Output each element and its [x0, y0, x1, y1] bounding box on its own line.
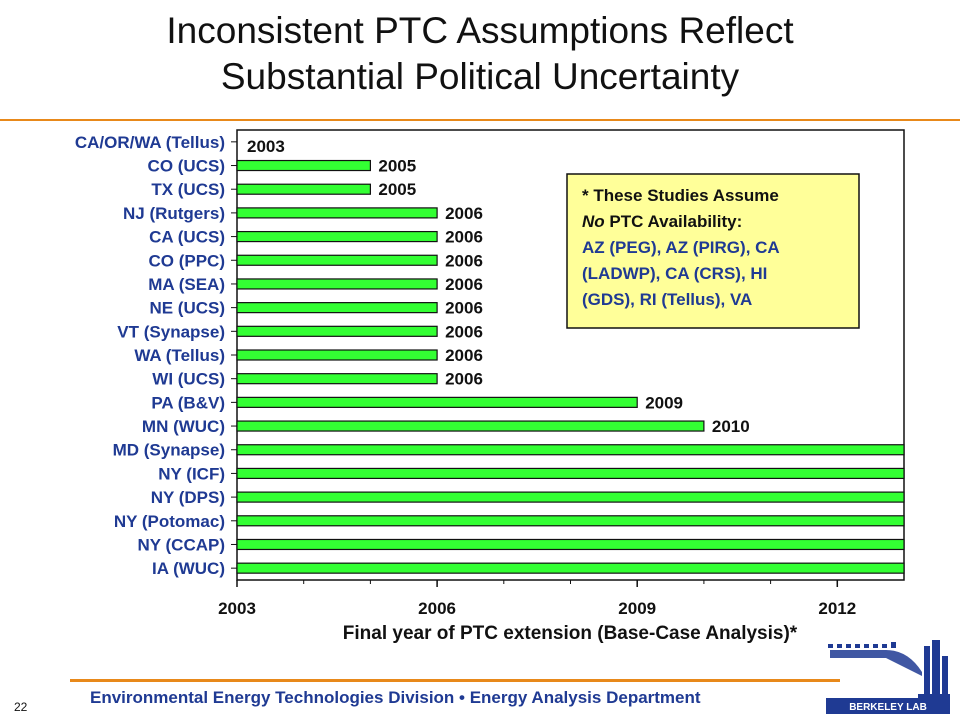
bar-12 [236, 420, 705, 432]
category-label-7: NE (UCS) [149, 299, 225, 318]
title-divider [0, 119, 960, 121]
svg-text:BERKELEY LAB: BERKELEY LAB [849, 702, 927, 713]
category-label-11: PA (B&V) [151, 393, 225, 412]
bar-11 [236, 396, 638, 408]
data-label-11: 2009 [645, 393, 683, 412]
data-label-1: 2005 [378, 157, 416, 176]
bar-18 [236, 562, 905, 574]
data-label-10: 2006 [445, 370, 483, 389]
data-label-0: 2003 [247, 137, 285, 156]
x-tick-label-3: 2012 [818, 599, 856, 618]
title-line-2: Substantial Political Uncertainty [220, 56, 740, 97]
bar-16 [236, 515, 905, 527]
page-number: 22 [14, 700, 28, 714]
bar-3 [236, 207, 438, 219]
bar-4 [236, 230, 438, 243]
category-label-4: CA (UCS) [149, 228, 225, 247]
bar-6 [236, 278, 438, 290]
data-label-7: 2006 [445, 299, 483, 318]
annotation-line-4: (GDS), RI (Tellus), VA [582, 290, 752, 309]
x-tick-label-2: 2009 [618, 599, 656, 618]
category-label-18: IA (WUC) [152, 559, 225, 578]
bar-15 [236, 491, 905, 503]
bar-chart: 2003 2006 2009 2012 CA/OR/WA (Tellus) 2003 CO … [75, 129, 905, 644]
category-label-0: CA/OR/WA (Tellus) [75, 133, 225, 152]
annotation-line-1: No PTC Availability: [582, 212, 742, 231]
footer-divider [70, 679, 840, 682]
bar-2 [236, 183, 371, 195]
annotation-line-3: (LADWP), CA (CRS), HI [582, 264, 767, 283]
category-label-10: WI (UCS) [152, 370, 225, 389]
bar-14 [236, 467, 905, 480]
data-label-6: 2006 [445, 275, 483, 294]
bar-13 [236, 444, 905, 456]
category-label-13: MD (Synapse) [113, 441, 225, 460]
category-label-9: WA (Tellus) [134, 346, 225, 365]
berkeley-lab-logo: BERKELEY LAB [826, 640, 950, 714]
x-tick-label-1: 2006 [418, 599, 456, 618]
bar-9 [236, 349, 438, 361]
slide-title: Inconsistent PTC Assumptions Reflect Sub… [0, 8, 960, 100]
annotation-line-0: * These Studies Assume [582, 186, 779, 205]
title-line-1: Inconsistent PTC Assumptions Reflect [166, 10, 794, 51]
bar-17 [236, 538, 905, 551]
category-label-6: MA (SEA) [148, 275, 225, 294]
bar-7 [236, 302, 438, 314]
category-label-8: VT (Synapse) [117, 322, 225, 341]
category-label-1: CO (UCS) [148, 157, 225, 176]
x-tick-label-0: 2003 [218, 599, 256, 618]
data-label-9: 2006 [445, 346, 483, 365]
footer-text: Environmental Energy Technologies Divisi… [90, 688, 701, 707]
data-label-4: 2006 [445, 228, 483, 247]
data-label-3: 2006 [445, 204, 483, 223]
annotation-box [566, 173, 860, 329]
data-label-8: 2006 [445, 322, 483, 341]
category-label-3: NJ (Rutgers) [123, 204, 225, 223]
x-axis-label: Final year of PTC extension (Base-Case A… [343, 623, 798, 644]
category-label-14: NY (ICF) [158, 464, 225, 483]
data-label-2: 2005 [378, 180, 416, 199]
bar-10 [236, 373, 438, 385]
category-label-12: MN (WUC) [142, 417, 225, 436]
category-label-16: NY (Potomac) [114, 512, 225, 531]
bar-1 [236, 159, 371, 172]
data-label-5: 2006 [445, 251, 483, 270]
category-label-2: TX (UCS) [151, 180, 225, 199]
bar-8 [236, 325, 438, 337]
category-label-15: NY (DPS) [151, 488, 225, 507]
annotation-line-2: AZ (PEG), AZ (PIRG), CA [582, 238, 780, 257]
category-label-5: CO (PPC) [149, 251, 226, 270]
data-label-12: 2010 [712, 417, 750, 436]
category-label-17: NY (CCAP) [137, 535, 225, 554]
bar-5 [236, 254, 438, 266]
